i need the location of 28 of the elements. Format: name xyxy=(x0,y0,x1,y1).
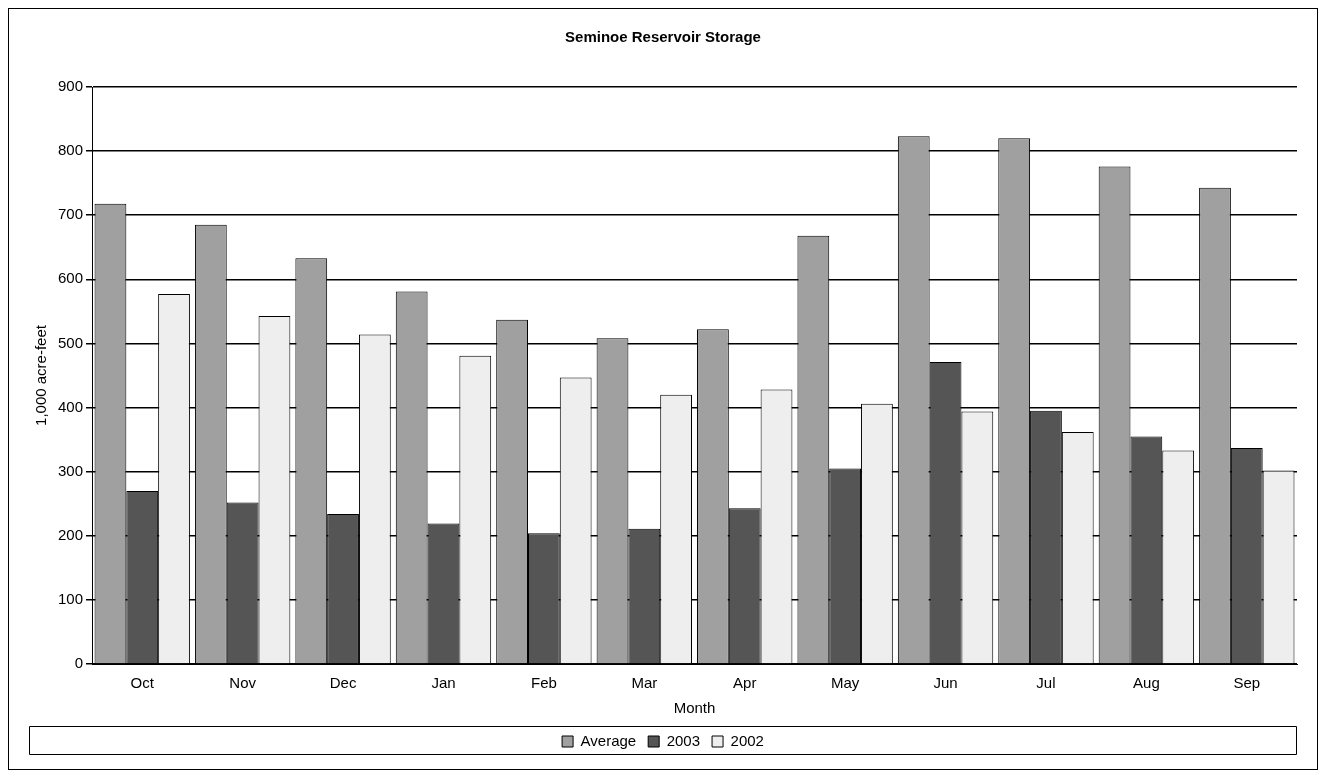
y-tick-label: 600 xyxy=(58,269,84,287)
legend-label: 2002 xyxy=(730,731,764,749)
legend-label: 2003 xyxy=(666,731,701,749)
y-tick-label: 900 xyxy=(58,77,84,95)
x-tick-label: Mar xyxy=(631,674,658,692)
x-tick-label: Aug xyxy=(1133,674,1160,692)
x-tick-label: Jan xyxy=(431,674,456,692)
y-tick-label: 800 xyxy=(58,141,84,159)
x-tick-label: May xyxy=(830,674,860,692)
x-tick-label: Jun xyxy=(933,674,958,692)
y-tick-label: 700 xyxy=(58,205,84,223)
legend-label: Average xyxy=(580,731,637,749)
x-tick-label: Dec xyxy=(329,674,357,692)
x-tick-label: Oct xyxy=(130,674,155,692)
y-axis-title: 1,000 acre-feet xyxy=(32,324,50,426)
x-tick-label: Sep xyxy=(1233,674,1261,692)
x-tick-label: Apr xyxy=(733,674,757,692)
y-tick-label: 400 xyxy=(58,397,84,415)
y-tick-label: 0 xyxy=(74,654,84,672)
x-tick-label: Nov xyxy=(229,674,257,692)
x-tick-label: Feb xyxy=(530,674,557,692)
y-tick-label: 500 xyxy=(58,333,84,351)
x-axis-title: Month xyxy=(673,699,716,717)
y-tick-label: 100 xyxy=(58,590,84,608)
y-tick-label: 300 xyxy=(58,461,84,479)
x-tick-label: Jul xyxy=(1036,674,1056,692)
chart-title: Seminoe Reservoir Storage xyxy=(565,28,761,46)
y-tick-label: 200 xyxy=(58,525,84,543)
